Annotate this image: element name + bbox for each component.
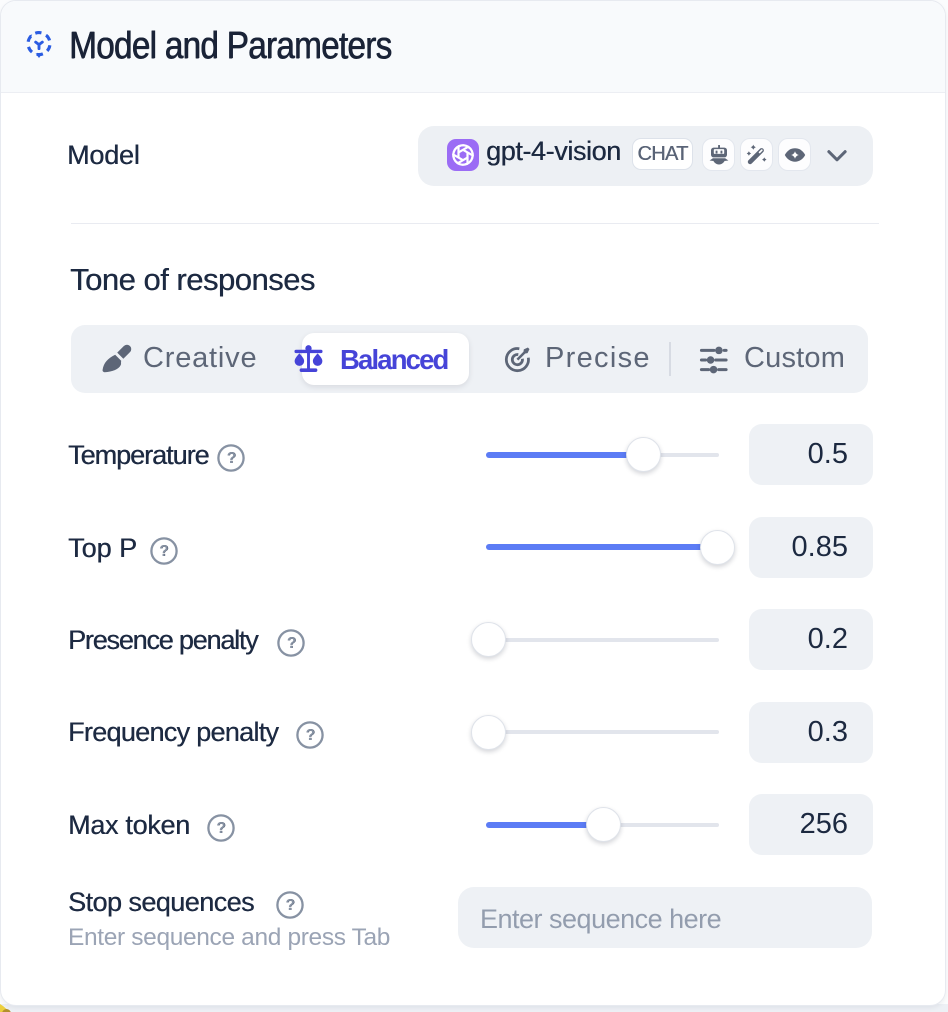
- svg-text:?: ?: [159, 543, 168, 560]
- svg-text:?: ?: [306, 727, 315, 744]
- svg-text:?: ?: [216, 820, 225, 837]
- svg-text:?: ?: [226, 450, 235, 467]
- svg-text:?: ?: [285, 897, 294, 914]
- svg-text:?: ?: [287, 635, 296, 652]
